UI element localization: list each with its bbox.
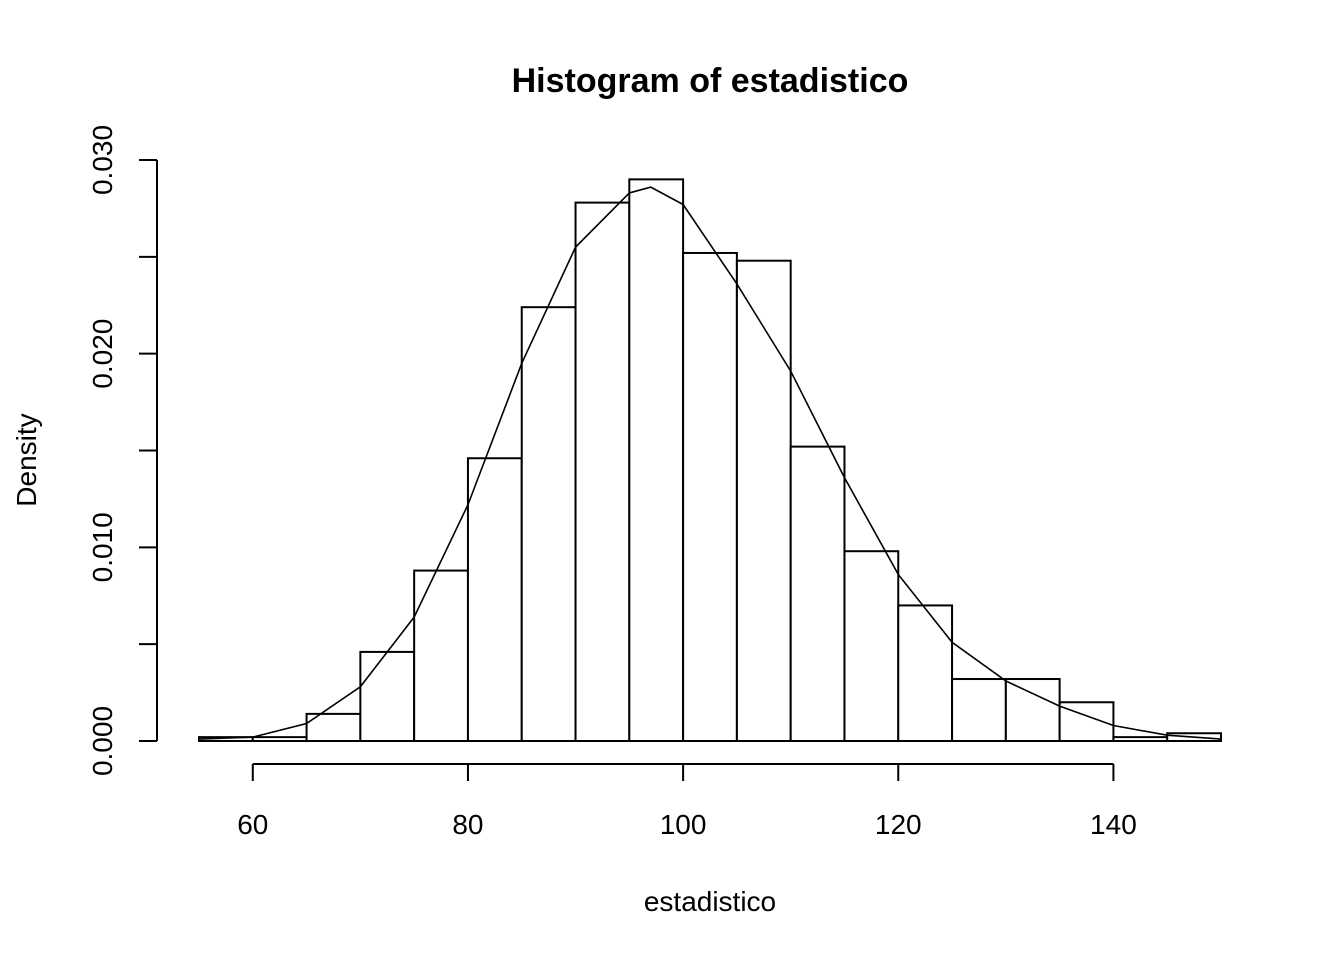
x-tick-label: 80 xyxy=(452,809,483,840)
y-tick-label: 0.020 xyxy=(87,319,118,389)
chart-title: Histogram of estadistico xyxy=(512,62,909,100)
density-curve xyxy=(198,186,1222,740)
x-axis-label: estadistico xyxy=(644,886,776,917)
histogram-bar xyxy=(359,650,416,742)
x-tick-label: 120 xyxy=(875,809,922,840)
x-tick-label: 60 xyxy=(237,809,268,840)
y-axis: 0.000 0.010 0.020 0.030 xyxy=(87,125,158,776)
histogram-bar xyxy=(843,550,900,742)
histogram-bar xyxy=(520,306,577,742)
histogram-bars xyxy=(198,178,1223,743)
y-tick-label: 0.000 xyxy=(87,706,118,776)
x-tick-label: 140 xyxy=(1090,809,1137,840)
histogram-bar xyxy=(466,457,523,742)
y-axis-label: Density xyxy=(11,413,42,506)
histogram-bar xyxy=(789,445,846,742)
histogram-bar xyxy=(1058,701,1115,742)
histogram-bar xyxy=(735,259,792,742)
histogram-bar xyxy=(574,201,631,742)
histogram-bar xyxy=(251,736,308,742)
histogram-bar xyxy=(1004,678,1061,743)
y-tick-label: 0.030 xyxy=(87,125,118,195)
histogram-bar xyxy=(897,604,954,743)
y-tick-label: 0.010 xyxy=(87,512,118,582)
histogram-bar xyxy=(1112,736,1169,742)
histogram-bar xyxy=(628,178,685,743)
histogram-bar xyxy=(413,569,469,742)
x-axis: 60 80 100 120 140 xyxy=(237,763,1137,840)
x-tick-label: 100 xyxy=(660,809,707,840)
histogram-bar xyxy=(682,251,738,743)
histogram-bar xyxy=(951,678,1007,743)
